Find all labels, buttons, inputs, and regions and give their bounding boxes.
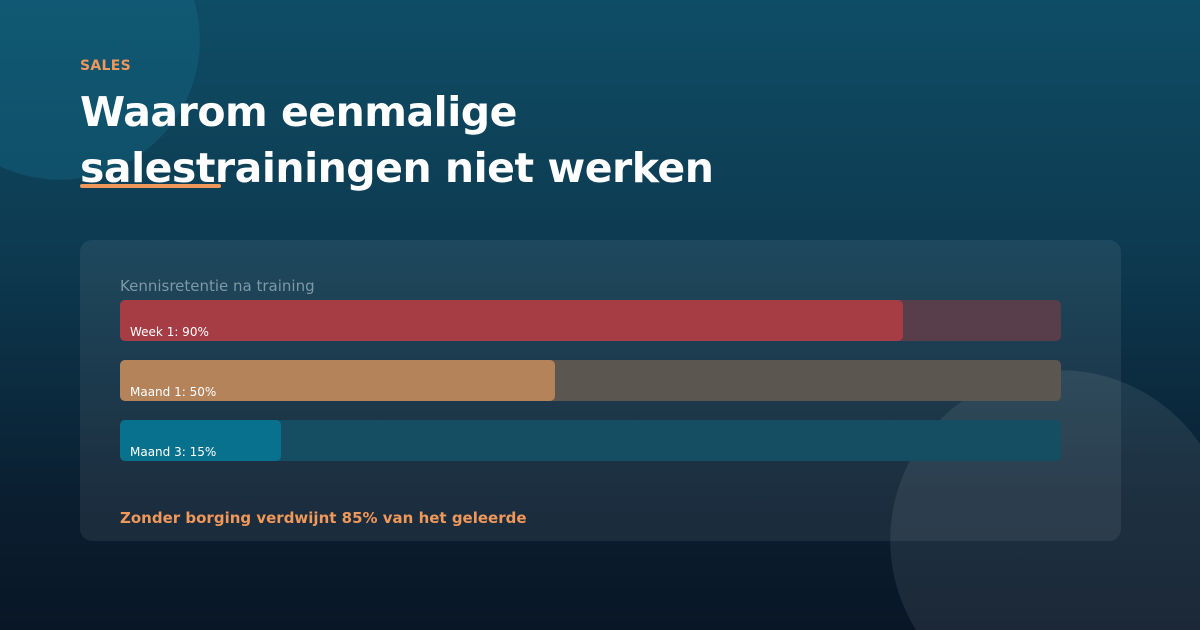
bar-fill <box>120 420 281 461</box>
chart-card: Kennisretentie na training Week 1: 90% Ma… <box>80 240 1121 541</box>
category-label: SALES <box>80 58 131 74</box>
bar-fill <box>120 300 904 341</box>
bar-track: Week 1: 90% <box>120 300 1061 341</box>
chart-title: Kennisretentie na training <box>120 277 315 295</box>
bar-track: Maand 1: 50% <box>120 360 1061 401</box>
bar-label: Maand 3: 15% <box>130 445 217 459</box>
title-underline <box>80 184 221 188</box>
bar-label: Maand 1: 50% <box>130 385 217 399</box>
bar-track: Maand 3: 15% <box>120 420 1061 461</box>
bar-label: Week 1: 90% <box>130 325 209 339</box>
chart-footnote: Zonder borging verdwijnt 85% van het gel… <box>120 509 527 527</box>
page-title: Waarom eenmalige salestrainingen niet we… <box>80 88 714 192</box>
bar-fill <box>120 360 556 401</box>
